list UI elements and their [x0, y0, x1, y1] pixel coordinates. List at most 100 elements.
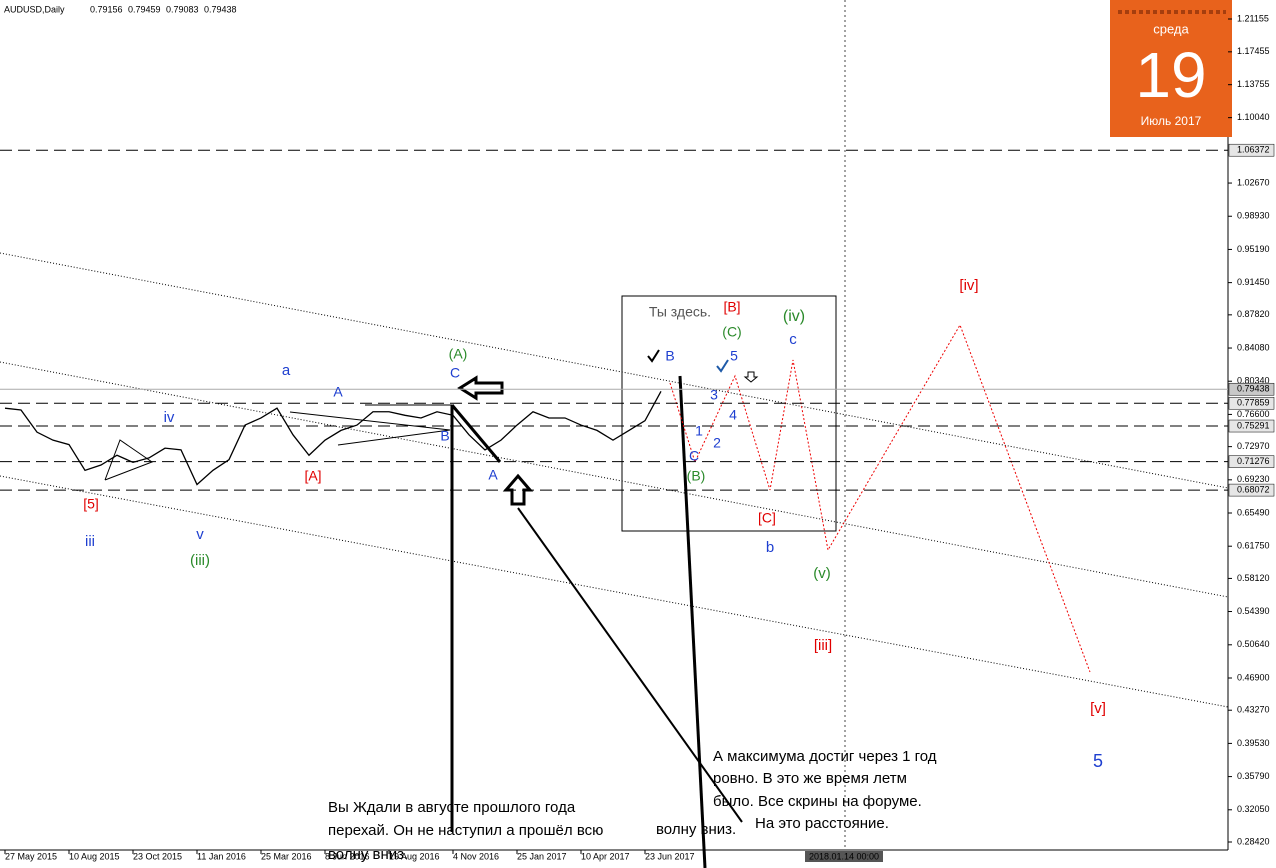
x-tick-label: 25 Mar 2016 — [261, 851, 312, 861]
x-tick-label: 25 Jan 2017 — [517, 851, 567, 861]
arrow-line — [450, 404, 502, 463]
symbol: AUDUSD,Daily — [4, 4, 65, 14]
y-tick-label: 0.28420 — [1237, 836, 1270, 846]
annotation: a — [282, 362, 291, 379]
crosshair-box — [805, 851, 883, 862]
annotation: 4 — [729, 407, 737, 423]
arrow-line — [517, 507, 743, 823]
price-level-label: 0.68072 — [1237, 484, 1270, 494]
decorations — [0, 0, 1232, 868]
annotation: [C] — [758, 510, 776, 526]
annotation: ровно. В это же время летм — [713, 770, 907, 787]
annotation: C — [689, 448, 699, 464]
ohlc-value: 0.79156 — [90, 4, 123, 14]
annotation: A — [488, 467, 498, 483]
y-tick-label: 0.84080 — [1237, 342, 1270, 352]
y-tick-label: 0.72970 — [1237, 441, 1270, 451]
annotation: iii — [85, 533, 95, 550]
annotation: волну вниз. — [328, 846, 408, 863]
price-level-label: 0.75291 — [1237, 420, 1270, 430]
y-tick-label: 1.10040 — [1237, 112, 1270, 122]
calendar-weekday: среда — [1153, 21, 1189, 36]
annotation: 3 — [710, 387, 718, 403]
price-line — [4, 391, 662, 486]
y-tick-label: 0.76600 — [1237, 409, 1270, 419]
calendar — [1110, 0, 1232, 137]
check-mark — [647, 349, 660, 363]
annotation: (A) — [449, 346, 468, 362]
arrow-line — [678, 375, 707, 868]
annotation: [iii] — [814, 637, 832, 654]
annotation: B — [440, 428, 449, 444]
annotation: B — [665, 348, 674, 364]
annotation: А максимума достиг через 1 год — [713, 748, 937, 765]
focus-box — [621, 295, 837, 532]
annotation: На это расстояние. — [755, 815, 889, 832]
annotation: [v] — [1090, 700, 1106, 717]
price-level-box — [1228, 419, 1275, 433]
x-tick-label: 23 Jun 2017 — [645, 851, 695, 861]
annotation: [5] — [83, 496, 99, 512]
y-tick-label: 0.65490 — [1237, 507, 1270, 517]
annotation: v — [196, 526, 204, 543]
annotation: было. Все скрины на форуме. — [713, 793, 922, 810]
ohlc-value: 0.79438 — [204, 4, 237, 14]
annotation: [iv] — [959, 277, 978, 294]
y-tick-label: 0.46900 — [1237, 672, 1270, 682]
y-tick-label: 0.61750 — [1237, 541, 1270, 551]
annotation: 5 — [730, 348, 738, 364]
channel-line — [0, 475, 1229, 708]
projection — [669, 323, 1091, 673]
y-tick-label: 1.17455 — [1237, 46, 1270, 56]
ohlc-value: 0.79459 — [128, 4, 161, 14]
y-tick-label: 1.21155 — [1237, 13, 1269, 23]
annotation: C — [450, 365, 460, 381]
triangle — [104, 439, 154, 481]
annotation: [A] — [304, 468, 321, 484]
channel-line — [0, 361, 1229, 598]
annotation: Ты здесь. — [649, 304, 711, 320]
price-level-label: 0.79438 — [1237, 384, 1270, 394]
x-tick-label: 10 Apr 2017 — [581, 851, 630, 861]
y-tick-label: 0.35790 — [1237, 771, 1270, 781]
ohlc-value: 0.79083 — [166, 4, 199, 14]
x-tick-label: 10 Aug 2015 — [69, 851, 120, 861]
annotation: волну вниз. — [656, 821, 736, 838]
annotation: 5 — [1093, 751, 1103, 771]
annotation: 1 — [695, 423, 703, 439]
small-arrow — [743, 371, 759, 383]
annotation: (iii) — [190, 552, 210, 569]
triangle — [289, 411, 451, 446]
y-tick-label: 0.91450 — [1237, 277, 1270, 287]
annotation: 2 — [713, 435, 721, 451]
calendar-day: 19 — [1135, 39, 1206, 111]
x-tick-label: 8 Jun 2016 — [325, 851, 370, 861]
price-level-box — [1228, 396, 1275, 410]
x-tick-label: 23 Oct 2015 — [133, 851, 182, 861]
x-tick-label: 11 Jan 2016 — [197, 851, 246, 861]
price-level-box — [1228, 455, 1275, 468]
annotation: (v) — [813, 565, 831, 582]
x-tick-label: 27 May 2015 — [5, 851, 57, 861]
annotation: b — [766, 539, 774, 556]
annotation: A — [333, 384, 343, 400]
price-level-label: 0.77859 — [1237, 398, 1270, 408]
crosshair-label: 2018.01.14 00:00 — [809, 851, 879, 861]
y-tick-label: 1.02670 — [1237, 177, 1270, 187]
x-tick-label: 4 Nov 2016 — [453, 851, 499, 861]
y-tick-label: 0.32050 — [1237, 804, 1270, 814]
y-tick-label: 0.50640 — [1237, 639, 1270, 649]
annotation: (B) — [687, 468, 706, 484]
y-tick-label: 0.43270 — [1237, 705, 1270, 715]
annotation: (C) — [722, 324, 741, 340]
y-tick-label: 0.98930 — [1237, 211, 1270, 221]
y-tick-label: 1.13755 — [1237, 79, 1270, 89]
y-tick-label: 0.80340 — [1237, 376, 1270, 386]
x-tick-label: 19 Aug 2016 — [389, 851, 440, 861]
y-tick-label: 0.87820 — [1237, 309, 1270, 319]
price-level-box — [1228, 382, 1275, 396]
y-tick-label: 0.95190 — [1237, 244, 1270, 254]
y-tick-label: 0.39530 — [1237, 738, 1270, 748]
annotation: перехай. Он не наступил а прошёл всю — [328, 822, 603, 839]
